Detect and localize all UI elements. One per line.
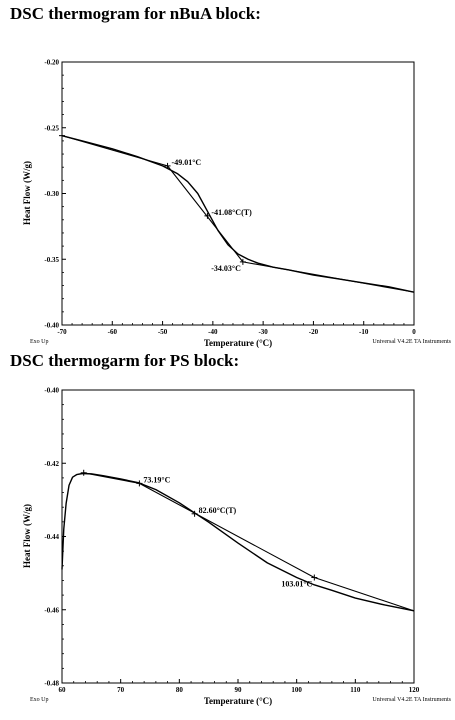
chart-1-tangent-line [242,261,415,293]
chart-2-x-tick-label: 120 [409,686,420,694]
chart-1-exo-up-note: Exo Up [30,339,49,345]
chart-1-x-tick-label: -40 [208,328,218,336]
chart-1-y-tick-label: -0.25 [44,124,59,132]
chart-1-y-tick-label: -0.20 [44,59,59,67]
chart-1-tangent-line [167,165,244,263]
chart-1-x-tick-label: -60 [108,328,118,336]
chart-1-x-tick-label: -50 [158,328,168,336]
chart-2-y-tick-label: -0.44 [44,533,59,541]
chart-1-annotation: -49.01°C [172,158,202,167]
chart-2-x-tick-label: 80 [176,686,184,694]
chart-1-instrument-note: Universal V4.2E TA Instruments [372,339,451,345]
chart-2-x-tick-label: 60 [59,686,67,694]
chart-1-annotation: -41.08°C(T) [211,208,252,217]
chart-2-heat-flow-curve [61,472,415,612]
chart-2-x-tick-label: 70 [117,686,125,694]
chart-2-tangent-line [139,482,315,579]
chart-1-y-axis-label: Heat Flow (W/g) [22,161,32,225]
chart-2-tangent-line [83,472,140,484]
chart-1-x-tick-label: 0 [412,328,416,336]
chart-2-x-tick-label: 100 [291,686,302,694]
chart-1-y-tick-label: -0.30 [44,190,59,198]
chart-2-x-axis-label: Temperature (°C) [204,696,272,706]
chart-2-annotation: 103.01°C [281,580,312,589]
chart-2-y-tick-label: -0.46 [44,606,59,614]
chart-2-title: DSC thermogarm for PS block: [10,351,240,370]
chart-2-x-tick-label: 110 [350,686,361,694]
chart-1-y-tick-label: -0.35 [44,256,59,264]
chart-2-y-tick-label: -0.48 [44,680,59,688]
chart-2-annotation: 82.60°C(T) [199,506,237,515]
chart-1-x-tick-label: -70 [57,328,67,336]
chart-1-tangent-line [61,135,168,167]
chart-1-x-axis-label: Temperature (°C) [204,338,272,348]
chart-2-x-tick-label: 90 [235,686,243,694]
chart-1-annotation: -34.03°C [211,264,241,273]
chart-2-annotation: 73.19°C [143,475,170,484]
chart-2-y-axis-label: Heat Flow (W/g) [22,504,32,568]
chart-2-tangent-line [314,576,415,612]
chart-1-x-tick-label: -30 [258,328,268,336]
chart-2-y-tick-label: -0.42 [44,460,59,468]
chart-2-y-tick-label: -0.40 [44,387,59,395]
chart-1-title: DSC thermogram for nBuA block: [10,4,261,23]
chart-2-exo-up-note: Exo Up [30,697,49,703]
chart-1-x-tick-label: -10 [359,328,369,336]
chart-1-x-tick-label: -20 [309,328,319,336]
chart-2-instrument-note: Universal V4.2E TA Instruments [372,697,451,703]
chart-1-y-tick-label: -0.40 [44,322,59,330]
